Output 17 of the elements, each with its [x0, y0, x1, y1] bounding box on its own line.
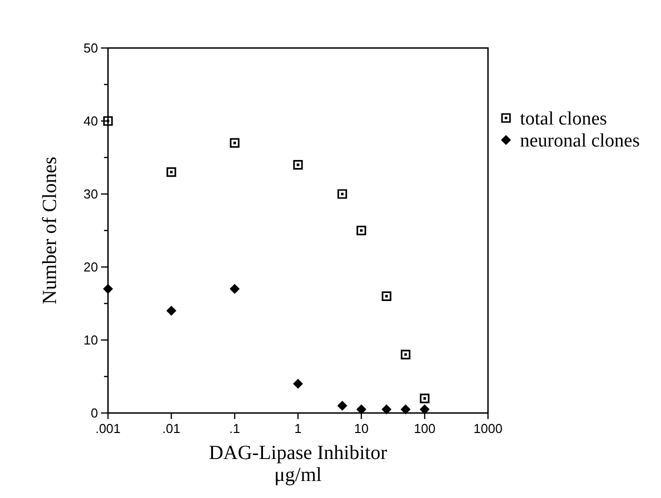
- legend-label: total clones: [520, 108, 608, 130]
- legend-label: neuronal clones: [520, 130, 640, 152]
- y-axis-title: Number of Clones: [39, 156, 61, 304]
- x-tick-label: .01: [162, 421, 180, 436]
- y-tick-label: 40: [84, 114, 98, 129]
- x-tick-label: 1: [294, 421, 302, 436]
- x-tick-label: 1000: [474, 421, 502, 436]
- x-axis-title: DAG-Lipase Inhibitor μg/ml: [208, 442, 388, 486]
- y-tick-label: 50: [84, 40, 98, 56]
- y-tick-label: 20: [84, 260, 98, 275]
- x-tick-label: .001: [95, 421, 121, 436]
- x-tick-label: 100: [414, 421, 436, 436]
- y-tick-label: 0: [90, 406, 98, 421]
- x-tick-label: .1: [229, 421, 240, 436]
- x-tick-label: 10: [354, 421, 369, 436]
- y-tick-label: 10: [84, 332, 98, 348]
- y-tick-label: 30: [84, 186, 98, 202]
